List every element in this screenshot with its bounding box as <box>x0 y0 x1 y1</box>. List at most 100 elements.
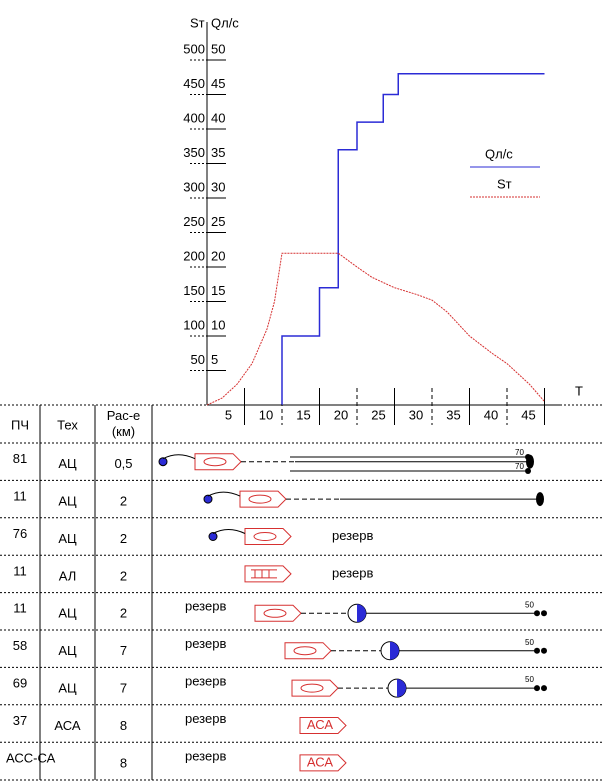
vehicle <box>291 679 339 697</box>
y2-tick-label: 30 <box>211 179 225 194</box>
x-tick-label: 10 <box>259 407 273 422</box>
cell: 7 <box>120 643 127 658</box>
nozzle <box>534 610 540 617</box>
cell: АЛ <box>59 568 77 583</box>
y2-tick-label: 40 <box>211 110 225 125</box>
vehicle <box>254 604 302 622</box>
header-cell: Рас-е (км) <box>107 408 141 439</box>
x-tick-label: 5 <box>225 407 232 422</box>
nozzle <box>525 468 531 474</box>
note: резерв <box>185 711 226 726</box>
vehicle <box>194 453 242 471</box>
y2-tick-label: 25 <box>211 214 225 229</box>
vehicle <box>244 565 292 583</box>
y2-tick-label: 45 <box>211 76 225 91</box>
cell: АЦ <box>58 456 77 471</box>
y-tick-label: 50 <box>191 352 205 367</box>
hydrant <box>203 494 213 504</box>
flow-label: 50 <box>525 675 534 684</box>
hydrant <box>158 457 168 467</box>
cell: 2 <box>120 568 127 583</box>
cell: 2 <box>120 531 127 546</box>
header-cell: ПЧ <box>11 417 29 432</box>
cell: 8 <box>120 718 127 733</box>
x-axis-label: Т <box>575 383 583 398</box>
tank <box>248 494 272 504</box>
cell: АЦ <box>58 643 77 658</box>
note: резерв <box>185 748 226 763</box>
y-tick-label: 100 <box>183 317 205 332</box>
y2-tick-label: 50 <box>211 41 225 56</box>
x-tick-label: 25 <box>371 407 385 422</box>
y-tick-label: 450 <box>183 76 205 91</box>
y-tick-label: 250 <box>183 214 205 229</box>
y2-tick-label: 15 <box>211 283 225 298</box>
flow-label: 70 <box>515 448 524 457</box>
pump-half <box>397 679 406 698</box>
x-tick-label: 40 <box>484 407 498 422</box>
series-line <box>206 252 545 406</box>
legend-label: Sт <box>497 176 512 191</box>
x-tick-label: 35 <box>446 407 460 422</box>
y-tick-label: 500 <box>183 41 205 56</box>
vehicle-label: АСА <box>307 717 333 732</box>
vehicle <box>244 528 292 545</box>
x-tick-label: 20 <box>334 407 348 422</box>
y2-tick-label: 20 <box>211 248 225 263</box>
y-axis-label: Sт <box>190 15 205 30</box>
nozzle <box>525 454 531 460</box>
y2-tick-label: 10 <box>211 317 225 332</box>
ladder <box>251 569 277 579</box>
note: резерв <box>185 636 226 651</box>
cell: 76 <box>13 526 27 541</box>
cell: 7 <box>120 681 127 696</box>
flow-label: 50 <box>525 600 534 609</box>
hose <box>207 491 241 497</box>
cell: 11 <box>13 563 27 578</box>
legend-label: Qл/с <box>485 146 513 161</box>
y2-axis-label: Qл/с <box>211 15 239 30</box>
tank <box>203 457 227 467</box>
nozzle <box>534 647 540 654</box>
flow-label: 70 <box>515 462 524 471</box>
cell: 58 <box>13 638 27 653</box>
cell: 37 <box>13 713 27 728</box>
y-tick-label: 350 <box>183 145 205 160</box>
cell: 69 <box>13 676 27 691</box>
cell: АСС-СА <box>6 750 56 765</box>
cell: АСА <box>54 718 80 733</box>
cell: АЦ <box>58 681 77 696</box>
nozzle <box>541 647 547 654</box>
vehicle <box>299 717 347 734</box>
vehicle <box>299 754 347 772</box>
cell: 2 <box>120 606 127 621</box>
tank <box>300 683 324 693</box>
tank <box>293 646 317 656</box>
nozzle <box>534 685 540 692</box>
note: резерв <box>185 674 226 689</box>
tank <box>253 532 277 541</box>
y-tick-label: 150 <box>183 283 205 298</box>
vehicle-label: АСА <box>307 754 333 769</box>
header-cell: Тех <box>57 417 78 432</box>
series-line <box>281 73 545 405</box>
x-tick-label: 30 <box>409 407 423 422</box>
tank <box>263 608 287 618</box>
vehicle <box>239 490 287 508</box>
x-tick-label: 15 <box>296 407 310 422</box>
note: резерв <box>185 599 226 614</box>
y-tick-label: 400 <box>183 110 205 125</box>
cell: 8 <box>120 755 127 770</box>
cell: АЦ <box>58 494 77 509</box>
cell: 0,5 <box>114 456 132 471</box>
nozzle <box>536 492 544 507</box>
cell: АЦ <box>58 531 77 546</box>
cell: 81 <box>13 451 27 466</box>
cell: 2 <box>120 494 127 509</box>
pump-half <box>357 604 366 623</box>
note: резерв <box>332 565 373 580</box>
cell: АЦ <box>58 606 77 621</box>
hose <box>162 454 196 460</box>
y-tick-label: 300 <box>183 179 205 194</box>
x-tick-label: 45 <box>521 407 535 422</box>
